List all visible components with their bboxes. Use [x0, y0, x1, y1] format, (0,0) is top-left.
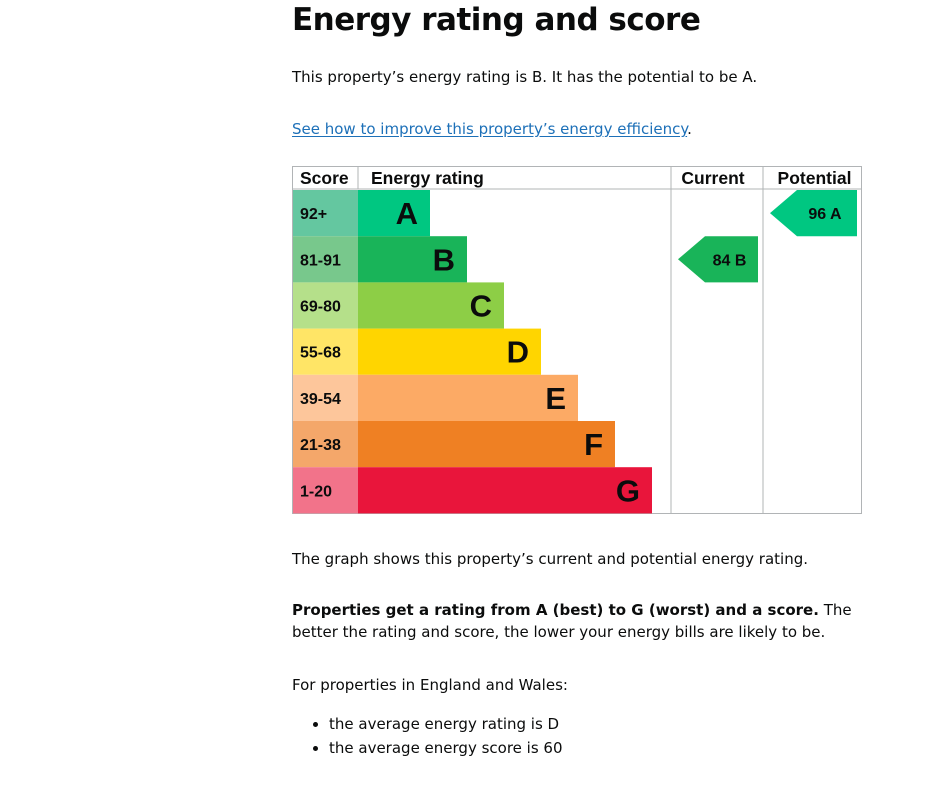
band-letter-g: G [616, 473, 640, 508]
score-label-b: 81-91 [300, 252, 341, 269]
current-rating-arrow [678, 236, 758, 283]
potential-rating-label: 96 A [808, 206, 842, 223]
averages-list: the average energy rating is D the avera… [292, 712, 889, 760]
rating-bar-c [358, 282, 504, 329]
score-label-g: 1-20 [300, 483, 332, 500]
rating-info: Properties get a rating from A (best) to… [292, 599, 892, 643]
score-cell-d [293, 328, 358, 375]
rating-bar-g [358, 467, 652, 514]
link-suffix: . [687, 120, 692, 138]
rating-summary: This property’s energy rating is B. It h… [292, 68, 758, 86]
score-label-c: 69-80 [300, 299, 341, 316]
score-cell-b [293, 236, 358, 283]
main-content: Energy rating and score This property’s … [292, 0, 912, 140]
score-cell-f [293, 421, 358, 468]
rating-bar-f [358, 421, 615, 468]
rating-info-bold: Properties get a rating from A (best) to… [292, 601, 819, 619]
header-score: Score [300, 168, 349, 188]
improve-efficiency-link[interactable]: See how to improve this property’s energ… [292, 120, 688, 138]
header-energy-rating: Energy rating [371, 168, 484, 188]
graph-caption: The graph shows this property’s current … [292, 550, 808, 568]
score-cell-a [293, 190, 358, 237]
band-letter-a: A [396, 196, 418, 231]
score-label-d: 55-68 [300, 345, 341, 362]
rating-info-rest: The better the rating and score, the low… [292, 601, 852, 641]
region-intro: For properties in England and Wales: [292, 676, 568, 694]
score-label-a: 92+ [300, 206, 327, 223]
improve-link-paragraph: See how to improve this property’s energ… [292, 118, 912, 140]
band-letter-f: F [584, 427, 603, 462]
header-current: Current [681, 168, 744, 188]
rating-bar-a [358, 190, 430, 237]
score-label-f: 21-38 [300, 437, 341, 454]
score-cell-g [293, 467, 358, 514]
score-cell-e [293, 374, 358, 421]
potential-rating-arrow [770, 190, 857, 237]
score-cell-c [293, 282, 358, 329]
list-item-average-rating: the average energy rating is D [329, 712, 889, 736]
rating-bar-b [358, 236, 467, 283]
band-letter-e: E [545, 381, 566, 416]
energy-rating-graph: Score Energy rating Current Potential 92+ A 81… [292, 166, 862, 514]
current-rating-label: 84 B [713, 252, 747, 269]
band-letter-c: C [470, 289, 492, 324]
energy-rating-chart: Score Energy rating Current Potential 92+ A 81… [292, 166, 862, 514]
band-letter-b: B [433, 242, 455, 277]
rating-bar-e [358, 374, 578, 421]
rating-bar-d [358, 328, 541, 375]
page-title: Energy rating and score [292, 2, 701, 38]
score-label-e: 39-54 [300, 391, 341, 408]
band-letter-d: D [507, 335, 529, 370]
header-potential: Potential [778, 168, 852, 188]
chart-border [292, 166, 862, 514]
list-item-average-score: the average energy score is 60 [329, 736, 889, 760]
